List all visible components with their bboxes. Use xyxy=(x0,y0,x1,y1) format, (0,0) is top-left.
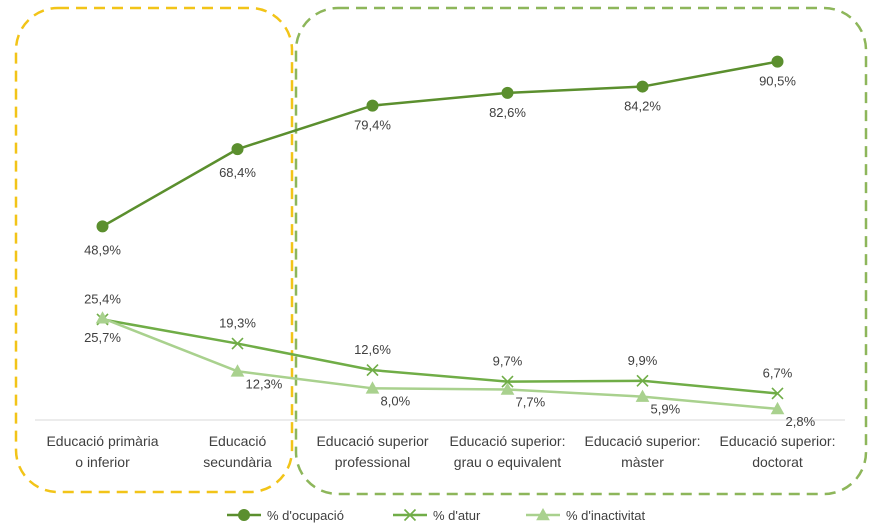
x-tick-label-1-line-2: o inferior xyxy=(75,454,130,470)
series-3-label-1: 25,7% xyxy=(84,330,121,345)
series-2-point-5 xyxy=(636,374,649,387)
legend-label-2: % d'atur xyxy=(433,508,481,523)
group-box-1 xyxy=(14,6,294,494)
x-tick-label-3-line-1: Educació superior xyxy=(316,433,428,449)
group-box-2 xyxy=(294,6,868,496)
x-tick-label-6-line-1: Educació superior: xyxy=(720,433,836,449)
series-1-point-6 xyxy=(771,55,784,68)
series-3-label-4: 7,7% xyxy=(516,395,546,410)
x-tick-label-5-line-1: Educació superior: xyxy=(585,433,701,449)
legend-marker-3 xyxy=(536,507,550,521)
x-tick-label-5-line-2: màster xyxy=(621,454,664,470)
series-1-point-4 xyxy=(501,86,514,99)
legend-label-3: % d'inactivitat xyxy=(566,508,645,523)
series-2-label-6: 6,7% xyxy=(763,365,793,380)
series-3-point-1 xyxy=(95,311,110,324)
x-tick-label-4-line-2: grau o equivalent xyxy=(454,454,562,470)
series-2-point-3 xyxy=(366,364,379,377)
series-1-label-5: 84,2% xyxy=(624,99,661,114)
series-3-point-3 xyxy=(365,381,380,394)
series-line-2 xyxy=(102,318,778,395)
series-3-label-3: 8,0% xyxy=(381,393,411,408)
series-1-label-2: 68,4% xyxy=(219,165,256,180)
x-tick-label-6-line-2: doctorat xyxy=(752,454,803,470)
legend-label-1: % d'ocupació xyxy=(267,508,344,523)
series-2-point-6 xyxy=(771,387,784,400)
series-2-label-1: 25,4% xyxy=(84,291,121,306)
series-2-label-5: 9,9% xyxy=(628,353,658,368)
x-tick-label-2-line-2: secundària xyxy=(203,454,272,470)
legend-marker-2 xyxy=(403,508,417,522)
series-1-label-4: 82,6% xyxy=(489,105,526,120)
series-line-1 xyxy=(101,60,778,228)
series-1-label-3: 79,4% xyxy=(354,118,391,133)
series-3-point-5 xyxy=(635,389,650,402)
series-3-point-6 xyxy=(770,401,785,415)
series-3-label-2: 12,3% xyxy=(246,376,283,391)
series-1-label-1: 48,9% xyxy=(84,242,121,257)
series-2-point-4 xyxy=(501,375,514,388)
legend-marker-1 xyxy=(238,509,250,521)
series-1-point-1 xyxy=(96,220,109,233)
series-2-point-2 xyxy=(231,337,244,350)
x-tick-label-4-line-1: Educació superior: xyxy=(450,433,566,449)
series-3-point-2 xyxy=(230,364,245,377)
series-line-3 xyxy=(102,317,778,411)
series-2-label-4: 9,7% xyxy=(493,354,523,369)
series-2-label-2: 19,3% xyxy=(219,316,256,331)
series-3-label-6: 2,8% xyxy=(786,414,816,429)
x-tick-label-3-line-2: professional xyxy=(335,454,411,470)
series-2-label-3: 12,6% xyxy=(354,342,391,357)
x-tick-label-1-line-1: Educació primària xyxy=(46,433,158,449)
series-1-label-6: 90,5% xyxy=(759,74,796,89)
series-1-point-5 xyxy=(636,80,649,93)
series-3-label-5: 5,9% xyxy=(651,402,681,417)
series-1-point-2 xyxy=(231,143,244,156)
series-3-point-4 xyxy=(500,382,515,395)
series-1-point-3 xyxy=(366,99,379,112)
x-tick-label-2-line-1: Educació xyxy=(209,433,267,449)
